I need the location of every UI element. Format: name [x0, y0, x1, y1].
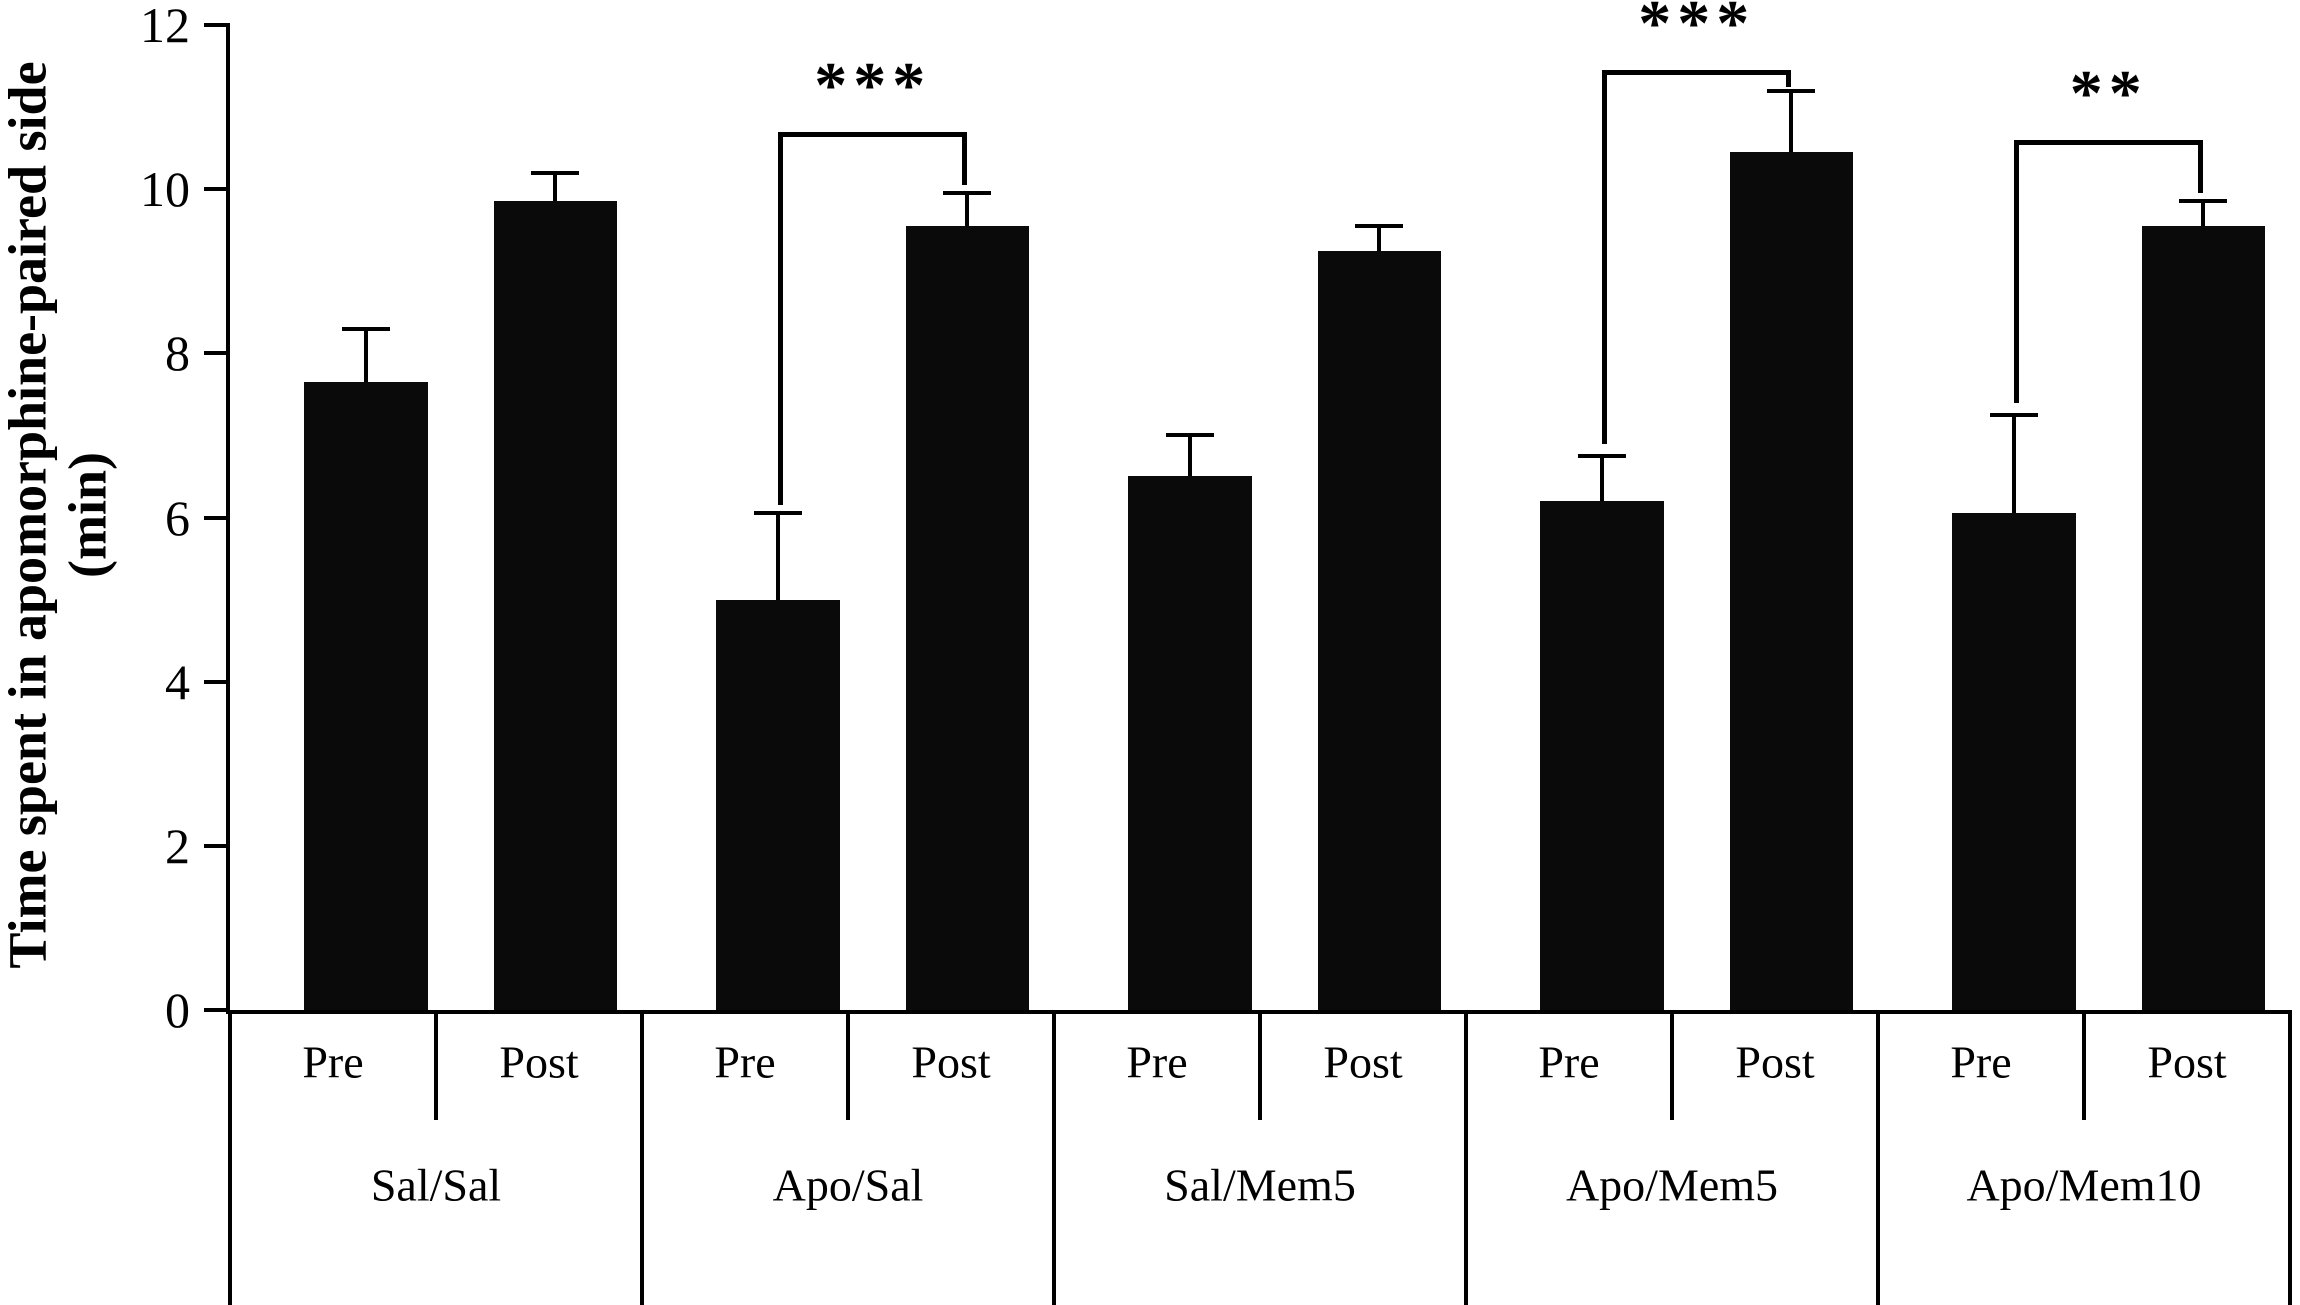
y-tick-label: 2: [165, 817, 190, 874]
sig-bracket-line: [777, 131, 968, 137]
condition-label: Pre: [714, 1036, 776, 1088]
bar-pre-apo-mem10: [1952, 513, 2076, 1010]
error-bar-stem: [1187, 435, 1192, 477]
y-tick-label: 10: [140, 161, 190, 218]
y-axis-tick: [204, 1008, 230, 1012]
y-tick-label: 6: [165, 489, 190, 546]
error-bar-cap: [1989, 412, 2038, 417]
error-bar-stem: [363, 328, 368, 383]
error-bar-cap: [753, 511, 802, 516]
condition-label: Post: [499, 1036, 579, 1088]
error-bar-stem: [1377, 226, 1382, 251]
bar-post-sal-sal: [493, 201, 618, 1010]
y-axis-tick: [204, 843, 230, 848]
bar-pre-apo-mem5: [1540, 501, 1664, 1010]
condition-label: Post: [911, 1036, 991, 1088]
group-label: Sal/Mem5: [1164, 1159, 1356, 1211]
sig-bracket-left: [777, 131, 783, 506]
condition-label: Pre: [1126, 1036, 1188, 1088]
error-bar-cap: [1165, 433, 1214, 438]
condition-label: Post: [1735, 1036, 1815, 1088]
y-tick-label: 8: [165, 325, 190, 382]
error-bar-stem: [2011, 414, 2016, 514]
sig-bracket-right: [1786, 70, 1792, 87]
significance-label: ***: [814, 48, 932, 122]
y-tick-label: 0: [165, 982, 190, 1038]
condition-separator: [846, 1010, 850, 1120]
error-bar-stem: [775, 513, 780, 600]
sig-bracket-right: [2198, 139, 2204, 194]
error-bar-stem: [2201, 201, 2206, 227]
group-label: Apo/Sal: [772, 1159, 924, 1211]
error-bar-cap: [1355, 224, 1404, 229]
bar-post-apo-sal: [905, 226, 1030, 1010]
significance-label: ***: [1638, 0, 1756, 61]
group-separator: [1876, 1010, 1880, 1305]
group-separator: [1052, 1010, 1056, 1305]
error-bar-cap: [1577, 453, 1626, 458]
error-bar-stem: [553, 172, 558, 202]
y-tick-label: 4: [165, 653, 190, 710]
condition-separator: [434, 1010, 438, 1120]
error-bar-stem: [1599, 455, 1604, 502]
condition-label: Pre: [1538, 1036, 1600, 1088]
error-bar-cap: [341, 326, 390, 331]
group-separator: [2288, 1010, 2292, 1305]
bar-post-apo-mem5: [1729, 152, 1854, 1010]
group-separator: [228, 1010, 232, 1305]
sig-bracket-left: [2013, 139, 2019, 403]
condition-label: Post: [1323, 1036, 1403, 1088]
error-bar-cap: [2179, 199, 2228, 204]
condition-separator: [1670, 1010, 1674, 1120]
sig-bracket-line: [2013, 139, 2204, 145]
y-axis-line: [226, 25, 230, 1014]
bar-post-apo-mem10: [2141, 226, 2266, 1010]
error-bar-stem: [1789, 90, 1794, 153]
sig-bracket-left: [1601, 70, 1607, 444]
y-axis-tick: [204, 23, 230, 27]
sig-bracket-line: [1601, 70, 1792, 76]
bar-pre-sal-mem5: [1128, 476, 1252, 1010]
group-label: Apo/Mem5: [1565, 1159, 1779, 1211]
significance-label: **: [2069, 56, 2148, 130]
group-label: Sal/Sal: [370, 1159, 502, 1211]
error-bar-cap: [1767, 88, 1816, 93]
error-bar-cap: [531, 170, 580, 175]
group-separator: [1464, 1010, 1468, 1305]
y-tick-label: 12: [140, 0, 190, 53]
group-label: Apo/Mem10: [1966, 1159, 2202, 1211]
condition-label: Pre: [302, 1036, 364, 1088]
error-bar-cap: [943, 191, 992, 196]
condition-label: Post: [2147, 1036, 2227, 1088]
y-axis-tick: [204, 515, 230, 520]
error-bar-stem: [965, 193, 970, 227]
y-axis-tick: [204, 351, 230, 356]
sig-bracket-right: [962, 131, 968, 186]
bar-pre-apo-sal: [716, 599, 840, 1010]
condition-separator: [2082, 1010, 2086, 1120]
group-separator: [640, 1010, 644, 1305]
bar-post-sal-mem5: [1317, 250, 1442, 1010]
y-axis-tick: [204, 187, 230, 192]
y-axis-tick: [204, 679, 230, 684]
condition-separator: [1258, 1010, 1262, 1120]
bar-pre-sal-sal: [304, 382, 428, 1010]
condition-label: Pre: [1950, 1036, 2012, 1088]
